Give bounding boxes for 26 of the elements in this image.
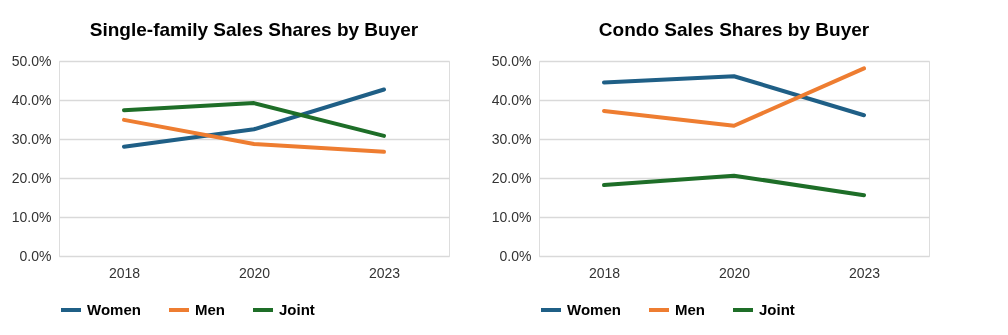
y-tick-label: 50.0%	[491, 52, 532, 69]
x-tick-label: 2020	[718, 264, 751, 281]
y-tick-label: 20.0%	[11, 169, 52, 186]
x-tick-label: 2018	[588, 264, 621, 281]
y-tick-label: 20.0%	[491, 169, 532, 186]
legend-label: Joint	[279, 301, 315, 318]
y-tick-label: 10.0%	[491, 208, 532, 225]
x-tick-label: 2023	[368, 264, 401, 281]
chart-title: Single-family Sales Shares by Buyer	[89, 19, 419, 40]
x-tick-label: 2023	[848, 264, 881, 281]
y-tick-label: 0.0%	[499, 247, 532, 264]
y-tick-label: 40.0%	[491, 91, 532, 108]
y-tick-label: 0.0%	[19, 247, 52, 264]
y-tick-label: 30.0%	[491, 130, 532, 147]
legend-label: Men	[675, 301, 705, 318]
chart-title: Condo Sales Shares by Buyer	[598, 19, 870, 40]
x-tick-label: 2020	[238, 264, 271, 281]
x-tick-label: 2018	[108, 264, 141, 281]
y-tick-label: 10.0%	[11, 208, 52, 225]
y-tick-label: 50.0%	[11, 52, 52, 69]
y-tick-label: 40.0%	[11, 91, 52, 108]
y-tick-label: 30.0%	[11, 130, 52, 147]
legend-label: Men	[195, 301, 225, 318]
legend-label: Joint	[759, 301, 795, 318]
legend-label: Women	[87, 301, 141, 318]
legend-label: Women	[567, 301, 621, 318]
